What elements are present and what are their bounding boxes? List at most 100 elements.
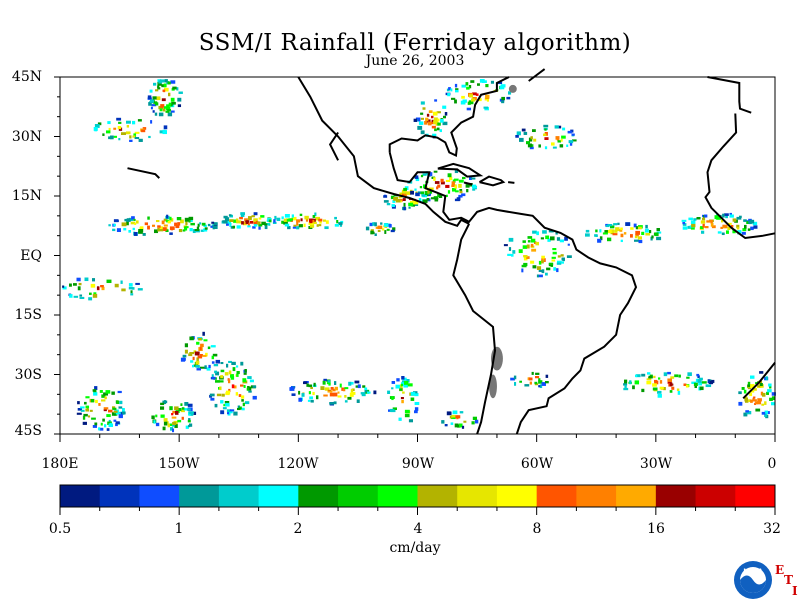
- rain-pixel: [165, 106, 171, 111]
- rain-pixel: [548, 229, 553, 233]
- rain-pixel: [237, 408, 241, 411]
- rain-pixel: [214, 403, 218, 408]
- coastline-layer: [127, 68, 776, 435]
- rain-pixel: [220, 410, 225, 415]
- rain-pixel: [69, 294, 73, 298]
- rain-pixel: [687, 225, 692, 229]
- rain-pixel: [134, 137, 140, 140]
- rain-pixel: [91, 417, 96, 420]
- rain-pixel: [180, 403, 183, 406]
- rain-pixel: [230, 374, 234, 378]
- rain-pixel: [296, 222, 299, 226]
- rain-pixel: [435, 121, 439, 126]
- rain-pixel: [137, 119, 142, 122]
- rain-pixel: [432, 111, 438, 116]
- rain-pixel: [108, 127, 111, 131]
- rain-cluster: [585, 222, 662, 244]
- rain-pixel: [355, 385, 359, 388]
- rain-pixel: [268, 223, 271, 226]
- rain-pixel: [390, 229, 395, 233]
- rain-pixel: [118, 414, 123, 419]
- rain-pixel: [541, 255, 545, 259]
- rain-pixel: [283, 218, 289, 223]
- rain-pixel: [236, 371, 240, 375]
- rain-pixel: [219, 386, 222, 391]
- rain-pixel: [750, 219, 755, 224]
- colorbar-swatch: [218, 485, 260, 507]
- rain-pixel: [184, 402, 189, 406]
- rain-pixel: [187, 419, 191, 423]
- rain-pixel: [112, 406, 116, 409]
- rain-pixel: [433, 170, 438, 173]
- rain-pixel: [534, 383, 539, 386]
- rain-pixel: [469, 176, 472, 181]
- rain-pixel: [418, 198, 422, 202]
- rain-pixel: [103, 409, 107, 412]
- rain-pixel: [545, 235, 550, 240]
- rain-pixel: [307, 399, 311, 402]
- rain-pixel: [390, 195, 395, 200]
- rain-pixel: [189, 423, 193, 427]
- noaa-emblem-icon: NOAA: [734, 561, 772, 599]
- dark-land-patch: [508, 84, 517, 93]
- rain-pixel: [130, 293, 134, 296]
- colorbar-swatch: [338, 485, 379, 507]
- rain-cluster: [76, 386, 126, 431]
- rain-pixel: [452, 188, 457, 192]
- rain-pixel: [170, 427, 174, 431]
- rain-pixel: [87, 415, 91, 418]
- rain-pixel: [699, 377, 703, 381]
- rain-pixel: [370, 231, 375, 234]
- rain-pixel: [196, 226, 200, 230]
- rain-pixel: [646, 381, 652, 385]
- rain-pixel: [386, 203, 391, 206]
- rain-pixel: [455, 89, 459, 93]
- rain-pixel: [752, 221, 758, 226]
- rain-pixel: [726, 230, 729, 234]
- rain-pixel: [532, 230, 537, 234]
- rain-pixel: [447, 173, 452, 178]
- rain-pixel: [253, 224, 258, 227]
- rain-pixel: [247, 222, 250, 226]
- rain-pixel: [158, 112, 164, 117]
- rain-pixel: [153, 82, 157, 86]
- rain-pixel: [696, 373, 700, 377]
- rain-pixel: [77, 408, 83, 411]
- rain-pixel: [539, 384, 543, 389]
- rain-pixel: [472, 92, 477, 96]
- rain-pixel: [157, 81, 162, 86]
- rain-pixel: [253, 220, 259, 225]
- rain-pixel: [178, 229, 183, 233]
- rain-pixel: [432, 133, 437, 138]
- rain-pixel: [126, 221, 129, 226]
- rain-pixel: [431, 125, 436, 129]
- rain-pixel: [154, 229, 159, 234]
- rain-cluster: [273, 212, 344, 230]
- rain-pixel: [344, 400, 348, 403]
- rain-pixel: [82, 421, 87, 425]
- rain-pixel: [178, 408, 182, 411]
- rain-pixel: [518, 249, 523, 254]
- rain-cluster: [413, 99, 448, 139]
- rain-pixel: [184, 349, 188, 354]
- rain-pixel: [245, 401, 250, 405]
- rain-pixel: [201, 222, 206, 226]
- rain-pixel: [242, 402, 245, 407]
- rain-pixel: [311, 219, 315, 223]
- rain-pixel: [470, 80, 475, 83]
- coastline: [707, 76, 752, 114]
- rain-pixel: [362, 385, 366, 388]
- rain-pixel: [420, 112, 424, 115]
- rain-pixel: [414, 175, 419, 179]
- rain-pixel: [202, 354, 207, 357]
- rain-pixel: [281, 220, 285, 224]
- rain-pixel: [389, 224, 392, 228]
- rain-pixel: [215, 380, 220, 383]
- rain-pixel: [637, 236, 643, 240]
- rain-pixel: [165, 110, 170, 113]
- rain-pixel: [646, 378, 652, 381]
- rain-pixel: [113, 410, 118, 413]
- rain-pixel: [564, 236, 568, 241]
- logo-letter-e: E: [775, 563, 785, 577]
- rain-pixel: [233, 219, 238, 223]
